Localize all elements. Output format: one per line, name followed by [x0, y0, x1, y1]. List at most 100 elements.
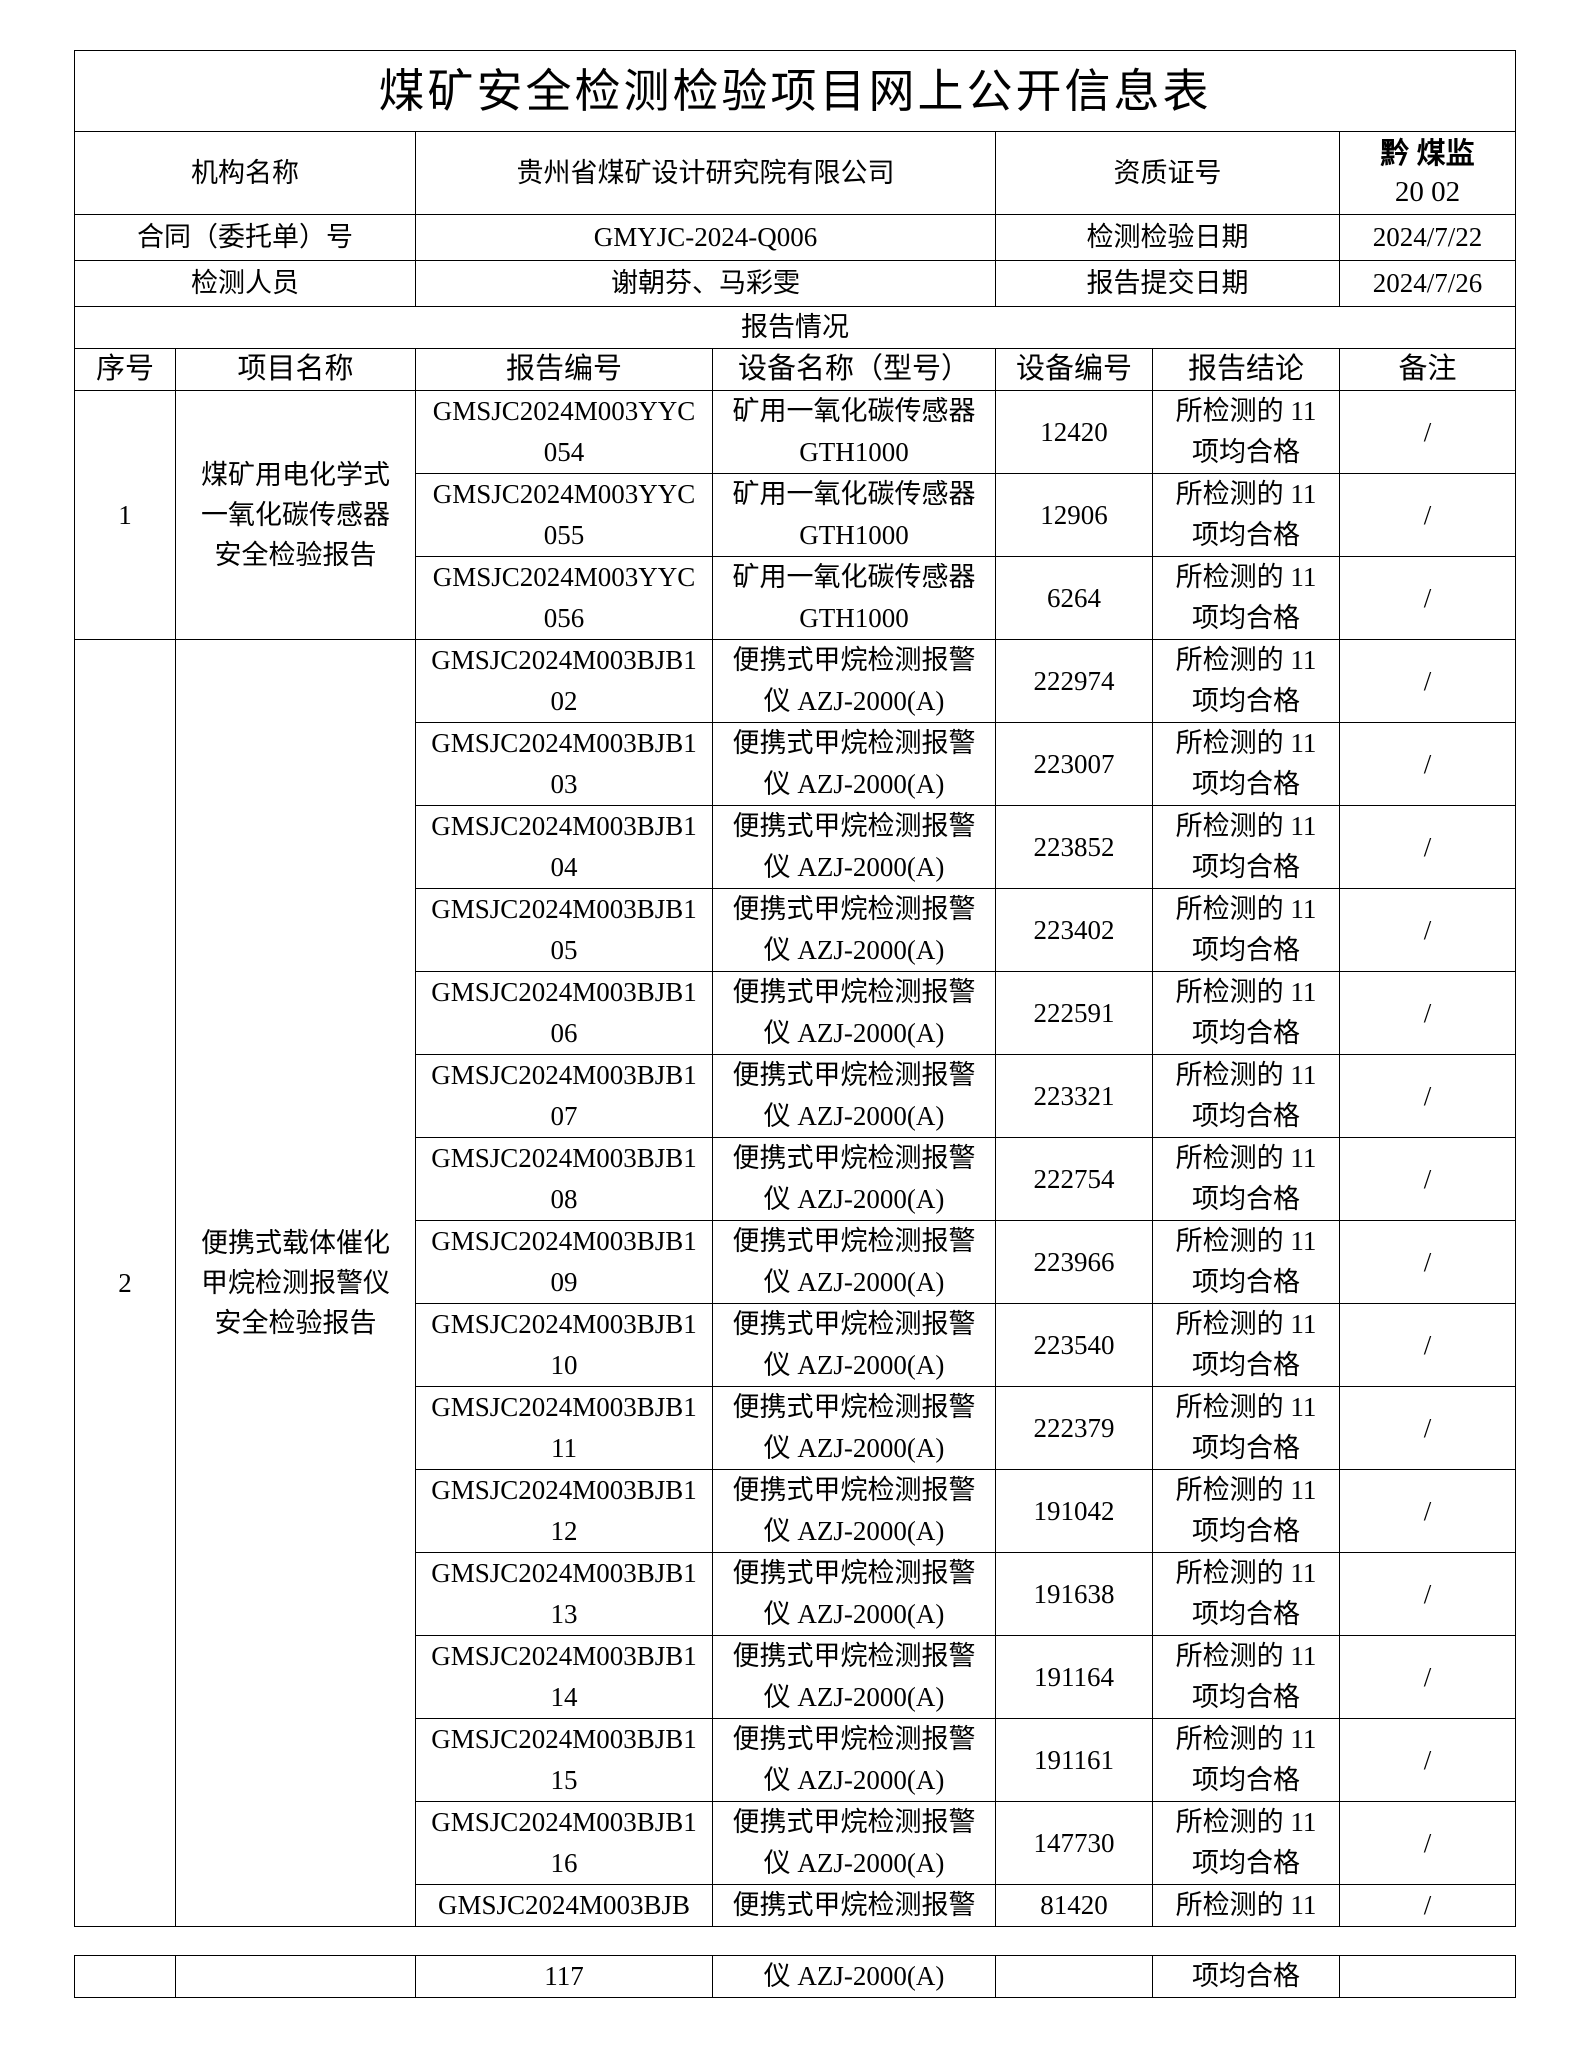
device-no-cell	[995, 1955, 1153, 1998]
conclusion-cell: 所检测的 11 项均合格	[1152, 1718, 1340, 1802]
report-no-cell: GMSJC2024M003BJB110	[415, 1303, 713, 1387]
remark-cell: /	[1338, 556, 1517, 640]
device-name-cell: 便携式甲烷检测报警仪 AZJ-2000(A)	[712, 1801, 996, 1885]
conclusion-cell: 所检测的 11 项均合格	[1152, 390, 1340, 474]
report-no-cell: GMSJC2024M003BJB107	[415, 1054, 713, 1138]
table-row: GMSJC2024M003BJB108 便携式甲烷检测报警仪 AZJ-2000(A…	[75, 1137, 1517, 1221]
cert-label: 资质证号	[995, 131, 1340, 215]
remark-cell: /	[1338, 1137, 1517, 1221]
device-name-cell: 便携式甲烷检测报警仪 AZJ-2000(A)	[712, 1220, 996, 1304]
remark-cell: /	[1338, 1303, 1517, 1387]
org-value: 贵州省煤矿设计研究院有限公司	[415, 131, 996, 215]
report-no-cell: GMSJC2024M003BJB116	[415, 1801, 713, 1885]
report-no-cell: GMSJC2024M003BJB106	[415, 971, 713, 1055]
conclusion-cell: 所检测的 11 项均合格	[1152, 1552, 1340, 1636]
table-row: GMSJC2024M003BJB104 便携式甲烷检测报警仪 AZJ-2000(A…	[75, 805, 1517, 889]
submit-date-label: 报告提交日期	[995, 260, 1340, 307]
continuation-table: 117 仪 AZJ-2000(A) 项均合格	[74, 1955, 1516, 1998]
project-name-cell: 煤矿用电化学式一氧化碳传感器安全检验报告	[175, 390, 416, 640]
device-no-cell: 223007	[995, 722, 1153, 806]
report-no-cell: GMSJC2024M003BJB115	[415, 1718, 713, 1802]
table-row: GMSJC2024M003BJB111 便携式甲烷检测报警仪 AZJ-2000(A…	[75, 1386, 1517, 1470]
conclusion-cell: 所检测的 11	[1152, 1884, 1340, 1927]
report-section-heading: 报告情况	[73, 306, 1517, 349]
report-no-cell: GMSJC2024M003BJB108	[415, 1137, 713, 1221]
report-no-cell: GMSJC2024M003BJB103	[415, 722, 713, 806]
submit-date-value: 2024/7/26	[1338, 260, 1517, 307]
conclusion-cell: 所检测的 11 项均合格	[1152, 1386, 1340, 1470]
device-name-cell: 便携式甲烷检测报警仪 AZJ-2000(A)	[712, 971, 996, 1055]
remark-cell: /	[1338, 639, 1517, 723]
conclusion-cell: 所检测的 11 项均合格	[1152, 1137, 1340, 1221]
report-no-cell: GMSJC2024M003YYC056	[415, 556, 713, 640]
device-name-cell: 仪 AZJ-2000(A)	[712, 1955, 996, 1998]
seq-cell: 1	[74, 390, 176, 640]
remark-cell: /	[1338, 805, 1517, 889]
table-row: GMSJC2024M003YYC056 矿用一氧化碳传感器GTH1000 6264 所…	[75, 556, 1517, 640]
remark-cell: /	[1338, 1635, 1517, 1719]
report-no-cell: GMSJC2024M003BJB112	[415, 1469, 713, 1553]
remark-cell: /	[1338, 1054, 1517, 1138]
col-header: 设备名称（型号）	[712, 348, 996, 391]
conclusion-cell: 所检测的 11 项均合格	[1152, 1469, 1340, 1553]
device-name-cell: 矿用一氧化碳传感器GTH1000	[712, 556, 996, 640]
device-no-cell: 223321	[995, 1054, 1153, 1138]
report-no-cell: GMSJC2024M003BJB	[415, 1884, 713, 1927]
device-name-cell: 便携式甲烷检测报警仪 AZJ-2000(A)	[712, 1718, 996, 1802]
column-header-row: 序号 项目名称 报告编号 设备名称（型号） 设备编号 报告结论 备注	[74, 348, 1517, 391]
cert-value-line2: 20 02	[1394, 176, 1461, 208]
report-no-cell: GMSJC2024M003BJB113	[415, 1552, 713, 1636]
col-header: 报告编号	[415, 348, 713, 391]
org-label: 机构名称	[74, 131, 416, 215]
cert-value: 黔 煤监 20 02	[1338, 131, 1517, 215]
conclusion-cell: 所检测的 11 项均合格	[1152, 473, 1340, 557]
device-no-cell: 191638	[995, 1552, 1153, 1636]
col-header: 备注	[1338, 348, 1517, 391]
col-header: 序号	[74, 348, 176, 391]
remark-cell: /	[1338, 473, 1517, 557]
table-row: 1 煤矿用电化学式一氧化碳传感器安全检验报告 GMSJC2024M003YYC054…	[74, 390, 1517, 640]
conclusion-cell: 所检测的 11 项均合格	[1152, 722, 1340, 806]
info-table: 煤矿安全检测检验项目网上公开信息表 机构名称 贵州省煤矿设计研究院有限公司 资质…	[73, 50, 1517, 1927]
remark-cell: /	[1338, 390, 1517, 474]
device-name-cell: 便携式甲烷检测报警仪 AZJ-2000(A)	[712, 888, 996, 972]
conclusion-cell: 项均合格	[1152, 1955, 1340, 1998]
conclusion-cell: 所检测的 11 项均合格	[1152, 1801, 1340, 1885]
device-no-cell: 147730	[995, 1801, 1153, 1885]
remark-cell	[1339, 1955, 1516, 1998]
table-row: GMSJC2024M003BJB106 便携式甲烷检测报警仪 AZJ-2000(A…	[75, 971, 1517, 1055]
staff-label: 检测人员	[74, 260, 416, 307]
device-no-cell: 12906	[995, 473, 1153, 557]
table-row: GMSJC2024M003YYC055 矿用一氧化碳传感器GTH1000 12906…	[75, 473, 1517, 557]
device-name-cell: 便携式甲烷检测报警仪 AZJ-2000(A)	[712, 1137, 996, 1221]
device-no-cell: 222591	[995, 971, 1153, 1055]
device-no-cell: 12420	[995, 390, 1153, 474]
device-no-cell: 6264	[995, 556, 1153, 640]
device-name-cell: 便携式甲烷检测报警仪 AZJ-2000(A)	[712, 1386, 996, 1470]
remark-cell: /	[1338, 1718, 1517, 1802]
device-name-cell: 便携式甲烷检测报警仪 AZJ-2000(A)	[712, 1054, 996, 1138]
conclusion-cell: 所检测的 11 项均合格	[1152, 805, 1340, 889]
seq-cell: 2	[74, 639, 176, 1927]
conclusion-cell: 所检测的 11 项均合格	[1152, 1220, 1340, 1304]
conclusion-cell: 所检测的 11 项均合格	[1152, 1303, 1340, 1387]
conclusion-cell: 所检测的 11 项均合格	[1152, 1635, 1340, 1719]
device-name-cell: 便携式甲烷检测报警	[712, 1884, 996, 1927]
report-no-cell: GMSJC2024M003BJB111	[415, 1386, 713, 1470]
table-row: GMSJC2024M003BJB107 便携式甲烷检测报警仪 AZJ-2000(A…	[75, 1054, 1517, 1138]
table-row: GMSJC2024M003BJB112 便携式甲烷检测报警仪 AZJ-2000(A…	[75, 1469, 1517, 1553]
device-no-cell: 222754	[995, 1137, 1153, 1221]
table-row: GMSJC2024M003BJB116 便携式甲烷检测报警仪 AZJ-2000(A…	[75, 1801, 1517, 1885]
table-row: GMSJC2024M003BJB 便携式甲烷检测报警 81420 所检测的 11/	[75, 1884, 1517, 1927]
table-row: GMSJC2024M003BJB115 便携式甲烷检测报警仪 AZJ-2000(A…	[75, 1718, 1517, 1802]
conclusion-cell: 所检测的 11 项均合格	[1152, 971, 1340, 1055]
test-date-label: 检测检验日期	[995, 214, 1340, 261]
test-date-value: 2024/7/22	[1338, 214, 1517, 261]
report-no-cell: GMSJC2024M003BJB105	[415, 888, 713, 972]
report-no-cell: GMSJC2024M003YYC054	[415, 390, 713, 474]
table-row: 2 便携式载体催化甲烷检测报警仪安全检验报告 GMSJC2024M003BJB102…	[74, 639, 1517, 1927]
report-no-cell: GMSJC2024M003BJB114	[415, 1635, 713, 1719]
col-header: 设备编号	[995, 348, 1153, 391]
contract-value: GMYJC-2024-Q006	[415, 214, 996, 261]
device-name-cell: 便携式甲烷检测报警仪 AZJ-2000(A)	[712, 639, 996, 723]
